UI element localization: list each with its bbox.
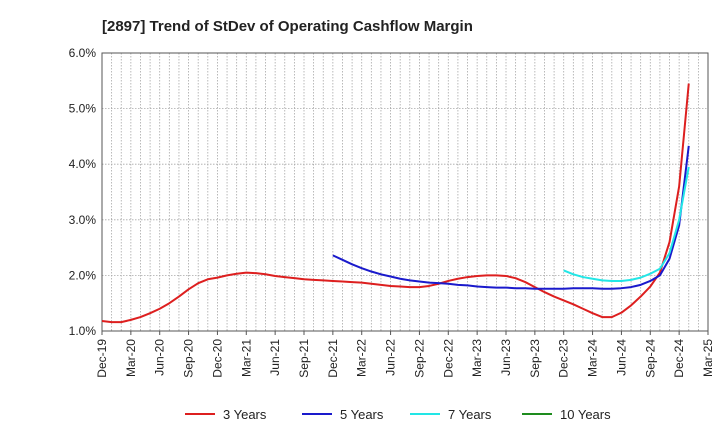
- x-tick-label: Mar-23: [470, 339, 484, 377]
- x-tick-label: Jun-22: [384, 339, 398, 376]
- y-tick-label: 5.0%: [69, 102, 97, 116]
- y-tick-label: 6.0%: [69, 46, 97, 60]
- x-tick-label: Dec-23: [557, 339, 571, 378]
- x-tick-label: Mar-21: [239, 339, 253, 377]
- x-tick-label: Sep-21: [297, 339, 311, 378]
- x-tick-label: Dec-21: [326, 339, 340, 378]
- legend-label: 5 Years: [340, 407, 384, 422]
- y-axis: 1.0% 2.0% 3.0% 4.0% 5.0% 6.0%: [69, 46, 97, 338]
- series-line-5-years: [332, 145, 690, 290]
- x-tick-label: Jun-20: [153, 339, 167, 376]
- plot-frame: [101, 52, 709, 332]
- legend-label: 10 Years: [560, 407, 611, 422]
- x-tick-label: Dec-19: [95, 339, 109, 378]
- x-tick-label: Mar-20: [124, 339, 138, 377]
- x-tick-label: Jun-23: [499, 339, 513, 376]
- y-tick-label: 2.0%: [69, 268, 97, 282]
- series-lines: [101, 83, 690, 324]
- chart-title: [2897] Trend of StDev of Operating Cashf…: [102, 18, 473, 35]
- x-tick-label: Dec-22: [441, 339, 455, 378]
- y-tick-label: 1.0%: [69, 324, 97, 338]
- x-tick-label: Mar-25: [701, 339, 715, 377]
- x-tick-label: Sep-22: [412, 339, 426, 378]
- x-tick-label: Jun-24: [614, 339, 628, 376]
- x-tick-label: Dec-24: [672, 339, 686, 378]
- x-tick-label: Mar-22: [355, 339, 369, 377]
- legend-label: 7 Years: [448, 407, 492, 422]
- x-axis: Dec-19 Mar-20 Jun-20 Sep-20 Dec-20 Mar-21 Jun-…: [95, 331, 715, 378]
- series-line-3-years: [101, 83, 690, 324]
- y-tick-label: 3.0%: [69, 213, 97, 227]
- y-tick-label: 4.0%: [69, 157, 97, 171]
- legend-label: 3 Years: [223, 407, 267, 422]
- x-tick-label: Mar-24: [586, 339, 600, 377]
- series-line-7-years: [563, 166, 690, 282]
- x-tick-label: Jun-21: [268, 339, 282, 376]
- x-tick-label: Sep-24: [643, 339, 657, 378]
- legend: 3 Years 5 Years 7 Years 10 Years: [185, 407, 611, 422]
- x-tick-label: Sep-20: [182, 339, 196, 378]
- x-tick-label: Sep-23: [528, 339, 542, 378]
- x-tick-label: Dec-20: [210, 339, 224, 378]
